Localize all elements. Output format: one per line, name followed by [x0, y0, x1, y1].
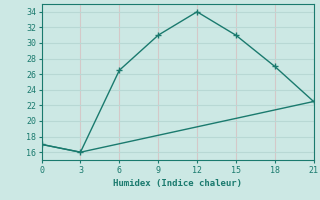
X-axis label: Humidex (Indice chaleur): Humidex (Indice chaleur) [113, 179, 242, 188]
